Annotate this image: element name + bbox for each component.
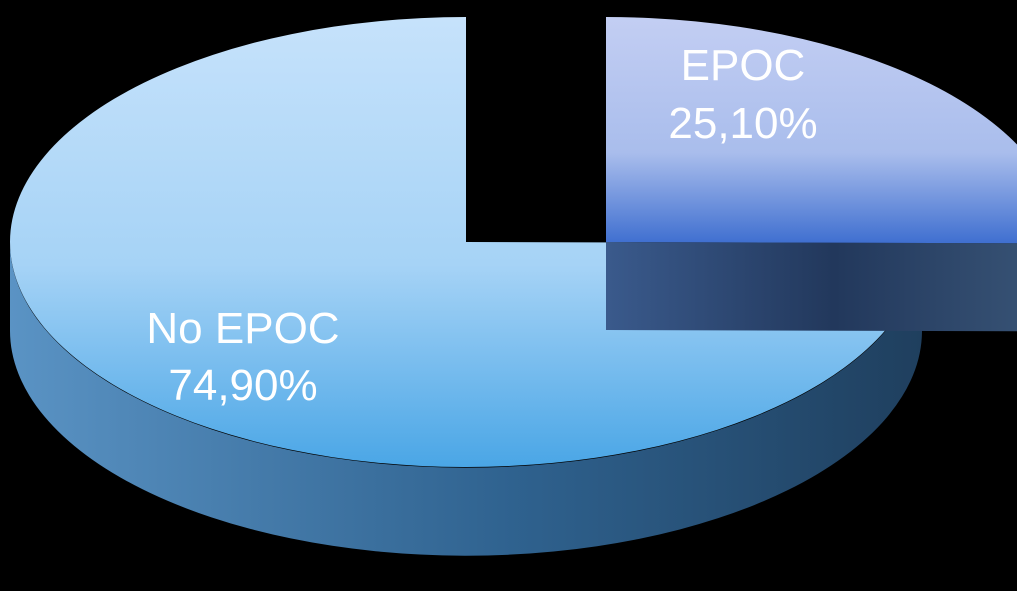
slice-epoc-side xyxy=(606,242,1017,332)
slice-epoc xyxy=(606,17,1017,332)
slice-no-epoc-value: 74,90% xyxy=(168,361,317,410)
slice-no-epoc-label: No EPOC xyxy=(146,304,339,353)
slice-epoc-value: 25,10% xyxy=(668,99,817,148)
slice-epoc-label: EPOC xyxy=(681,41,806,90)
slice-no-epoc-top xyxy=(10,17,922,467)
slice-no-epoc xyxy=(9,17,923,556)
slice-no-epoc-side xyxy=(9,242,923,556)
slice-epoc-top xyxy=(606,17,1017,244)
